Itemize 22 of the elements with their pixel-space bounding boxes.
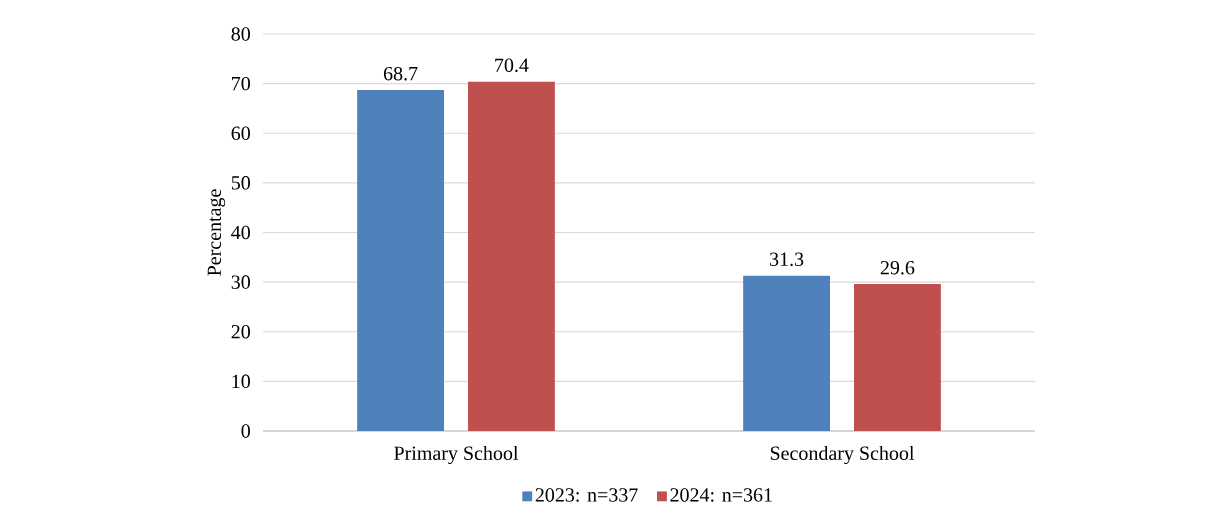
data-label: 29.6: [880, 260, 915, 275]
y-tick-label: 70: [232, 76, 250, 91]
y-tick-label: 50: [231, 176, 250, 190]
bar: [357, 90, 445, 431]
y-tick-label: 60: [231, 126, 250, 140]
y-axis-title: Percentage: [207, 189, 226, 276]
legend-label: 2024: n=361: [670, 488, 772, 502]
bar: [743, 275, 830, 431]
y-tick-label: 30: [231, 275, 250, 289]
bar: [468, 81, 555, 431]
y-tick-label: 10: [232, 374, 250, 389]
y-tick-label: 0: [241, 424, 250, 438]
x-tick-label: Secondary School: [770, 445, 915, 465]
data-label: 31.3: [770, 252, 804, 267]
x-tick-label: Primary School: [394, 445, 519, 465]
data-label: 68.7: [383, 66, 418, 81]
y-tick-label: 40: [231, 225, 250, 240]
y-tick-label: 20: [231, 324, 250, 339]
data-label: 70.4: [495, 58, 529, 73]
y-tick-label: 80: [231, 27, 250, 41]
bar: [854, 284, 941, 431]
legend-label: 2023: n=337: [535, 488, 638, 502]
